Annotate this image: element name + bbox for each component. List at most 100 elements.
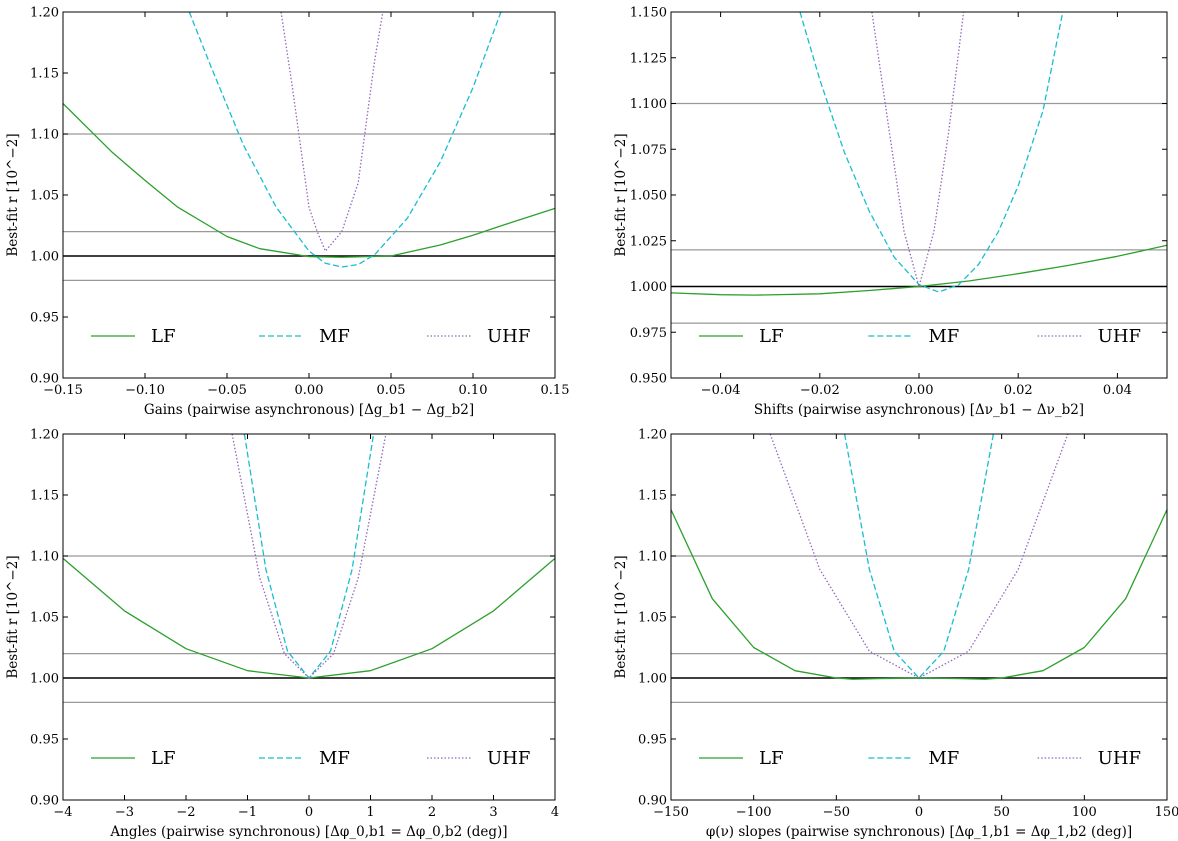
x-tick-label: 0.10: [459, 383, 488, 398]
y-tick-label: 1.075: [630, 143, 667, 158]
x-axis-label: φ(ν) slopes (pairwise synchronous) [Δφ_1…: [706, 824, 1132, 840]
legend-label-lf: LF: [759, 748, 783, 769]
y-tick-label: 1.15: [30, 67, 59, 82]
series-line-uhf: [231, 433, 387, 679]
x-tick-label: 0.05: [377, 383, 406, 398]
y-axis-label: Best-fit r [10^−2]: [613, 555, 629, 678]
y-tick-label: 1.20: [30, 428, 59, 443]
x-tick-label: 100: [1072, 805, 1097, 820]
x-tick-label: 0.02: [1004, 383, 1033, 398]
x-tick-label: −2: [176, 805, 195, 820]
y-tick-label: 1.10: [30, 550, 59, 565]
series-line-lf: [62, 557, 556, 679]
legend-label-uhf: UHF: [1098, 748, 1141, 769]
y-tick-label: 0.95: [30, 311, 59, 326]
series-line-lf: [62, 103, 556, 258]
x-tick-label: −4: [53, 805, 72, 820]
x-tick-label: 2: [428, 805, 436, 820]
y-tick-label: 1.20: [638, 428, 667, 443]
legend-label-mf: MF: [319, 326, 350, 347]
legend-label-lf: LF: [759, 326, 783, 347]
x-tick-label: 50: [993, 805, 1010, 820]
legend-label-mf: MF: [928, 748, 959, 769]
series-line-mf: [243, 433, 375, 679]
y-tick-label: 0.90: [30, 372, 59, 387]
legend: LF MF UHF: [91, 748, 530, 769]
x-tick-label: 4: [551, 805, 559, 820]
y-axis-label: Best-fit r [10^−2]: [5, 133, 21, 256]
legend-label-uhf: UHF: [1098, 326, 1141, 347]
chart-panel-2: −0.04 −0.02 0.00 0.02 0.04 0.950 0.975 1.000 1.0…: [613, 6, 1168, 418]
y-tick-label: 1.125: [630, 51, 667, 66]
x-tick-label: −150: [653, 805, 689, 820]
chart-panel-4: −150 −100 −50 0 50 100 150 0.90 0.95 1.00 1.05 1.10…: [613, 428, 1178, 841]
y-axis-label: Best-fit r [10^−2]: [613, 133, 629, 256]
series-line-mf: [799, 11, 1064, 293]
x-tick-label: 0.04: [1103, 383, 1132, 398]
legend-label-mf: MF: [319, 748, 350, 769]
legend-label-uhf: UHF: [487, 326, 530, 347]
y-tick-label: 0.975: [630, 326, 667, 341]
x-tick-label: 1: [366, 805, 374, 820]
legend-label-uhf: UHF: [487, 748, 530, 769]
legend: LF MF UHF: [91, 326, 530, 347]
x-tick-label: −100: [736, 805, 772, 820]
x-axis-label: Shifts (pairwise asynchronous) [Δν_b1 − …: [754, 402, 1084, 418]
y-tick-label: 0.950: [630, 372, 667, 387]
legend-label-mf: MF: [928, 326, 959, 347]
x-tick-label: −0.02: [800, 383, 840, 398]
x-tick-label: −0.10: [125, 383, 165, 398]
x-tick-label: 0: [915, 805, 923, 820]
x-tick-label: 0.00: [905, 383, 934, 398]
series-line-mf: [188, 11, 502, 268]
y-tick-label: 1.05: [30, 611, 59, 626]
y-tick-label: 0.95: [638, 733, 667, 748]
chart-panel-1: −0.15 −0.10 −0.05 0.00 0.05 0.10 0.15 0.90 0.95 1…: [5, 6, 569, 419]
y-tick-label: 1.05: [638, 611, 667, 626]
x-tick-label: −50: [823, 805, 850, 820]
series-line-uhf: [769, 433, 1069, 679]
legend: LF MF UHF: [699, 748, 1141, 769]
y-tick-label: 1.10: [638, 550, 667, 565]
y-tick-label: 1.20: [30, 6, 59, 21]
y-tick-label: 0.90: [30, 794, 59, 809]
series-line-lf: [670, 244, 1168, 296]
x-tick-label: 0: [305, 805, 313, 820]
y-axis-label: Best-fit r [10^−2]: [5, 555, 21, 678]
y-tick-label: 1.00: [30, 250, 59, 265]
series-line-uhf: [280, 11, 384, 252]
y-tick-label: 1.15: [30, 489, 59, 504]
y-tick-label: 1.00: [638, 672, 667, 687]
y-tick-label: 1.000: [630, 280, 667, 295]
y-tick-label: 1.05: [30, 189, 59, 204]
y-tick-label: 1.100: [630, 97, 667, 112]
y-tick-label: 1.15: [638, 489, 667, 504]
x-tick-label: −3: [115, 805, 134, 820]
y-tick-label: 1.150: [630, 6, 667, 21]
y-tick-label: 0.90: [638, 794, 667, 809]
x-tick-label: −0.05: [207, 383, 247, 398]
legend: LF MF UHF: [699, 326, 1141, 347]
chart-panel-3: −4 −3 −2 −1 0 1 2 3 4 0.90 0.95 1.00 1.05 1.10 1.15 1.2…: [5, 428, 559, 841]
x-axis-label: Gains (pairwise asynchronous) [Δg_b1 − Δ…: [144, 402, 474, 418]
series-line-uhf: [871, 11, 965, 288]
x-tick-label: −0.15: [43, 383, 83, 398]
y-tick-label: 1.10: [30, 128, 59, 143]
y-tick-label: 0.95: [30, 733, 59, 748]
x-tick-label: −1: [238, 805, 257, 820]
x-axis-label: Angles (pairwise synchronous) [Δφ_0,b1 =…: [109, 824, 507, 840]
axes-frame: [62, 433, 556, 801]
y-tick-label: 1.025: [630, 234, 667, 249]
axes-frame: [670, 433, 1168, 801]
x-tick-label: 150: [1155, 805, 1178, 820]
legend-label-lf: LF: [151, 748, 175, 769]
x-tick-label: 0.00: [295, 383, 324, 398]
legend-label-lf: LF: [151, 326, 175, 347]
y-tick-label: 1.00: [30, 672, 59, 687]
x-tick-label: 0.15: [541, 383, 570, 398]
series-line-lf: [670, 509, 1168, 680]
series-line-mf: [843, 433, 995, 679]
x-tick-label: 3: [489, 805, 497, 820]
x-tick-label: −0.04: [701, 383, 741, 398]
